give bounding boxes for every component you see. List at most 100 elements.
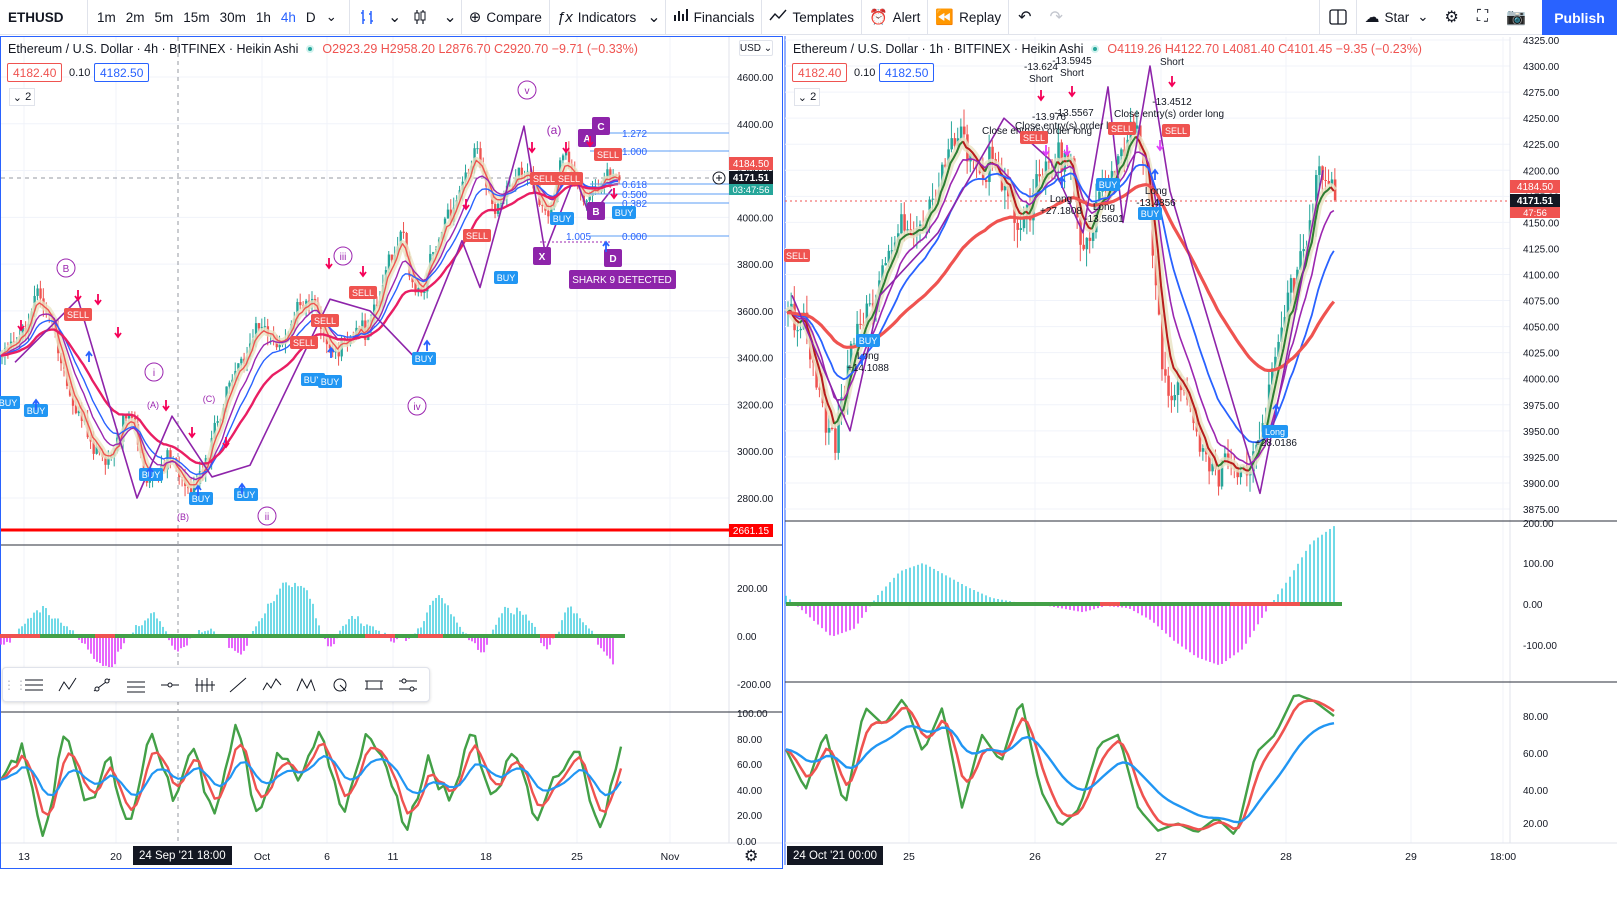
left-collapse-button[interactable]: ⌄ 2 <box>9 88 35 106</box>
price-axis-label: 2800.00 <box>737 494 774 505</box>
elliott-wave-tool-icon[interactable] <box>255 671 289 699</box>
candle-body <box>1073 158 1076 179</box>
bars-pattern-tool-icon[interactable] <box>187 671 221 699</box>
price-axis-label: 3400.00 <box>737 354 774 365</box>
parallel-channel-tool-icon[interactable] <box>119 671 153 699</box>
candle-body <box>972 153 975 160</box>
time-axis-label: 20 <box>110 851 122 863</box>
ema-mid-line <box>0 173 619 481</box>
right-bid-button[interactable]: 4182.40 <box>792 63 848 82</box>
replay-button[interactable]: ⏪ Replay <box>928 0 1008 35</box>
layout-icon[interactable] <box>1320 0 1356 35</box>
interval-4h[interactable]: 4h <box>280 9 296 25</box>
camera-icon[interactable]: 📷 <box>1506 9 1526 26</box>
settings-sliders-icon[interactable] <box>391 671 425 699</box>
chevron-down-icon[interactable]: ⌄ <box>443 9 457 26</box>
candle-body <box>856 323 859 344</box>
divider <box>548 0 550 35</box>
right-collapse-button[interactable]: ⌄ 2 <box>794 88 820 106</box>
ray-tool-icon[interactable] <box>153 671 187 699</box>
trend-ema-segment <box>990 161 1024 216</box>
chevron-down-icon[interactable]: ⌄ <box>387 9 402 26</box>
buy-signal-marker: BUY <box>192 494 211 504</box>
candle-body <box>1082 244 1085 250</box>
candle-body <box>815 362 818 388</box>
candle-body <box>1066 152 1070 162</box>
strategy-annotation-label: Close entry(s) order long <box>1015 121 1125 132</box>
candle-body <box>1069 158 1073 162</box>
candle-body <box>77 410 81 414</box>
candle-body <box>36 288 39 296</box>
exit-arrow-icon <box>1063 145 1071 157</box>
currency-select[interactable]: USD ⌄ <box>739 40 773 56</box>
candle-body <box>862 324 865 326</box>
candle-body <box>1135 125 1139 129</box>
interval-30m[interactable]: 30m <box>219 9 246 25</box>
left-ask-button[interactable]: 4182.50 <box>94 63 150 82</box>
candle-body <box>561 155 565 161</box>
fullscreen-icon[interactable]: ⛶ <box>1476 8 1489 25</box>
candle-body <box>1208 454 1211 472</box>
templates-button[interactable]: Templates <box>762 0 861 35</box>
indicators-button[interactable]: ƒx Indicators <box>550 0 643 35</box>
undo-icon[interactable]: ↶ <box>1018 9 1032 26</box>
chevron-down-icon[interactable]: ⌄ <box>325 9 337 24</box>
symbol-search[interactable]: ETHUSD <box>0 0 88 35</box>
interval-d[interactable]: D <box>305 9 316 25</box>
gear-icon[interactable]: ⚙ <box>1444 9 1459 26</box>
sell-signal-marker: SELL <box>1023 133 1045 143</box>
harmonic-point-label: D <box>609 254 616 265</box>
strategy-annotation-label: +27.1808 <box>1040 206 1082 217</box>
sell-signal-marker-bg <box>784 249 810 262</box>
xabcd-tool-icon[interactable] <box>289 671 323 699</box>
drag-handle-icon[interactable]: ⋮⋮ <box>3 677 27 692</box>
interval-15m[interactable]: 15m <box>183 9 210 25</box>
sell-signal-marker-bg <box>1162 124 1190 137</box>
left-chart-canvas[interactable]: 4600.004400.004200.004000.003800.003600.… <box>0 0 783 865</box>
bars-style-icon[interactable] <box>350 0 386 35</box>
star-button[interactable]: ☁ Star ⌄ <box>1357 0 1435 35</box>
candle-body <box>994 159 997 168</box>
interval-1h[interactable]: 1h <box>255 9 271 25</box>
candle-body <box>1054 163 1057 169</box>
left-symbol-title[interactable]: Ethereum / U.S. Dollar · 4h · BITFINEX ·… <box>8 42 299 56</box>
alert-button[interactable]: ⏰ Alert <box>862 0 927 35</box>
line-tool-icon[interactable] <box>221 671 255 699</box>
candle-body <box>240 358 243 364</box>
candle-body <box>564 151 568 156</box>
trendline-tool-icon[interactable] <box>85 671 119 699</box>
candle-body <box>1029 204 1032 221</box>
harmonic-point-marker <box>592 117 610 135</box>
redo-icon[interactable]: ↷ <box>1049 9 1063 26</box>
trend-ema-segment <box>962 140 986 173</box>
left-bid-button[interactable]: 4182.40 <box>7 63 63 82</box>
fib-spiral-tool-icon[interactable] <box>323 671 357 699</box>
horizontal-lines-tool-icon[interactable] <box>17 671 51 699</box>
strategy-annotation-label: Long <box>857 351 879 362</box>
replay-label: Replay <box>959 9 1002 25</box>
rsi-axis-label: 80.00 <box>1523 712 1548 723</box>
buy-arrow-icon <box>1272 403 1280 415</box>
interval-5m[interactable]: 5m <box>154 9 174 25</box>
candle-body <box>805 312 809 327</box>
right-symbol-title[interactable]: Ethereum / U.S. Dollar · 1h · BITFINEX ·… <box>793 42 1084 56</box>
financials-button[interactable]: Financials <box>666 0 762 35</box>
sell-arrow-icon <box>114 327 122 339</box>
candle-body <box>1239 470 1243 478</box>
interval-1m[interactable]: 1m <box>97 9 116 25</box>
elliott-wave-label: i <box>153 368 155 379</box>
gear-icon[interactable]: ⚙ <box>744 848 759 865</box>
candle-body <box>934 198 938 202</box>
interval-2m[interactable]: 2m <box>125 9 145 25</box>
star-label: Star <box>1384 9 1410 25</box>
date-range-tool-icon[interactable] <box>357 671 391 699</box>
chevron-down-icon[interactable]: ⌄ <box>647 9 661 26</box>
buy-signal-marker: BUY <box>237 490 256 500</box>
candle-body <box>1249 471 1252 476</box>
right-ask-button[interactable]: 4182.50 <box>879 63 935 82</box>
candles-style-icon[interactable] <box>403 0 439 35</box>
pattern-tool-icon[interactable] <box>51 671 85 699</box>
publish-button[interactable]: Publish <box>1542 0 1617 35</box>
compare-button[interactable]: ⊕ Compare <box>462 0 549 35</box>
candle-body <box>1101 183 1104 192</box>
